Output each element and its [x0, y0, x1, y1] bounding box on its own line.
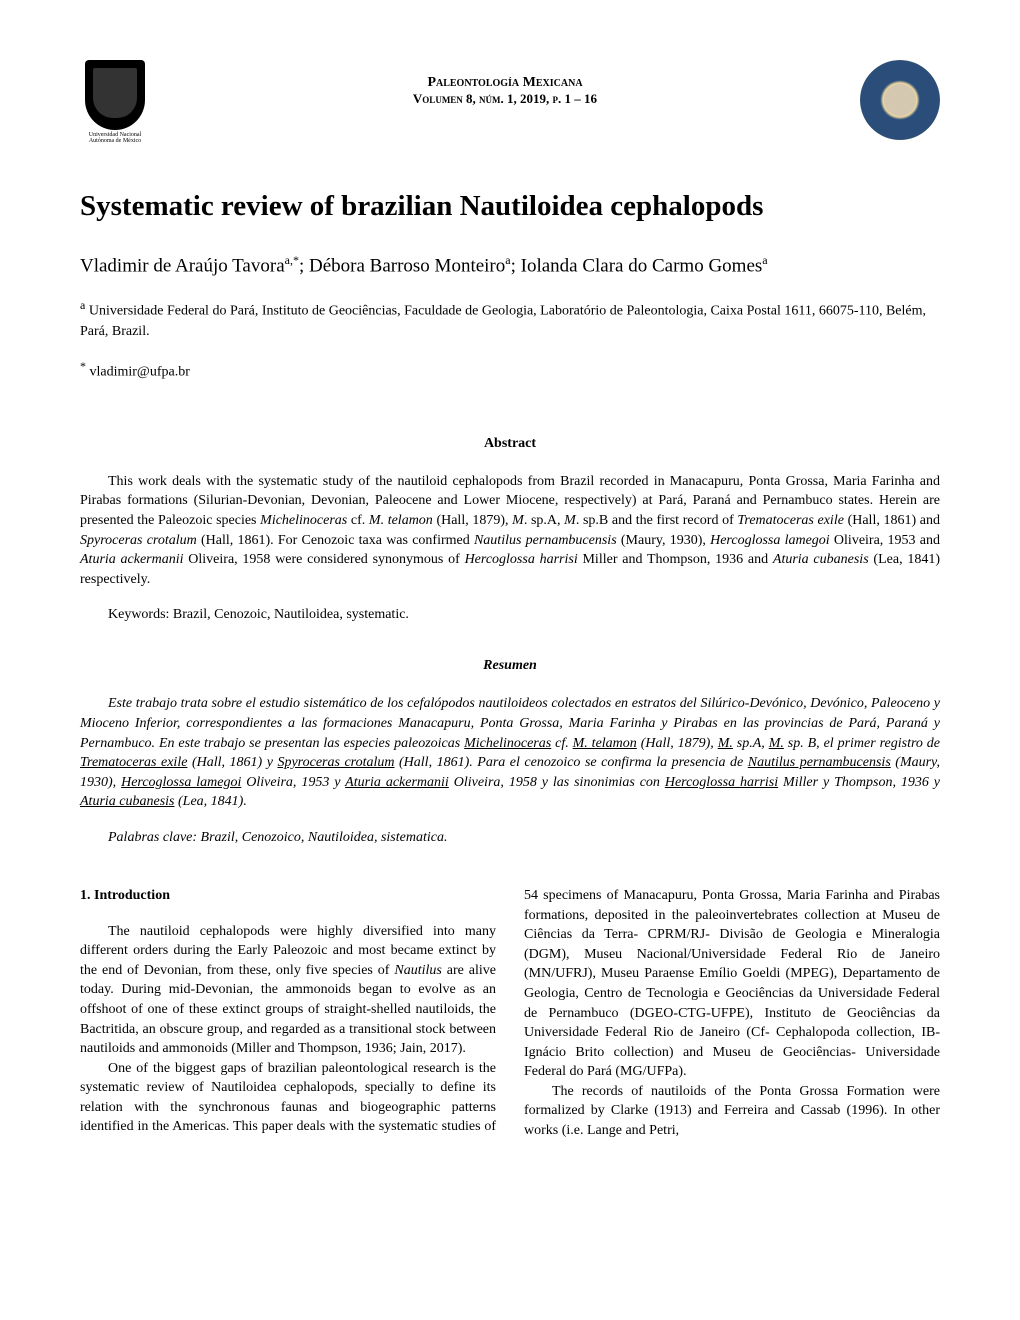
corresponding-email: * vladimir@ufpa.br [80, 359, 940, 381]
paper-title: Systematic review of brazilian Nautiloid… [80, 190, 940, 223]
authors-line: Vladimir de Araújo Tavoraa,*; Débora Bar… [80, 253, 940, 277]
intro-paragraph-3: The records of nautiloids of the Ponta G… [524, 1082, 940, 1141]
resumen-palabras: Palabras clave: Brazil, Cenozoico, Nauti… [80, 830, 940, 846]
journal-volume-line: Volumen 8, núm. 1, 2019, p. 1 – 16 [150, 91, 860, 107]
intro-paragraph-1: The nautiloid cephalopods were highly di… [80, 922, 496, 1059]
body-two-column: 1. Introduction The nautiloid cephalopod… [80, 886, 940, 1141]
resumen-text: Este trabajo trata sobre el estudio sist… [80, 694, 940, 812]
unam-shield-icon [85, 60, 145, 130]
journal-logo-icon [860, 60, 940, 140]
abstract-text: This work deals with the systematic stud… [80, 472, 940, 590]
email-sup: * [80, 359, 86, 373]
journal-header: Paleontología Mexicana Volumen 8, núm. 1… [150, 60, 860, 107]
affiliation-sup: a [80, 298, 85, 312]
unam-label: Universidad Nacional Autónoma de México [80, 132, 150, 144]
introduction-heading: 1. Introduction [80, 886, 496, 906]
abstract-keywords: Keywords: Brazil, Cenozoic, Nautiloidea,… [80, 607, 940, 623]
journal-name: Paleontología Mexicana [150, 75, 860, 91]
institution-logo-left: Universidad Nacional Autónoma de México [80, 60, 150, 150]
page-header: Universidad Nacional Autónoma de México … [80, 60, 940, 150]
affiliation-text: Universidade Federal do Pará, Instituto … [80, 304, 926, 339]
abstract-heading: Abstract [80, 436, 940, 452]
email-text: vladimir@ufpa.br [90, 365, 190, 380]
affiliation: a Universidade Federal do Pará, Institut… [80, 297, 940, 341]
resumen-heading: Resumen [80, 658, 940, 674]
